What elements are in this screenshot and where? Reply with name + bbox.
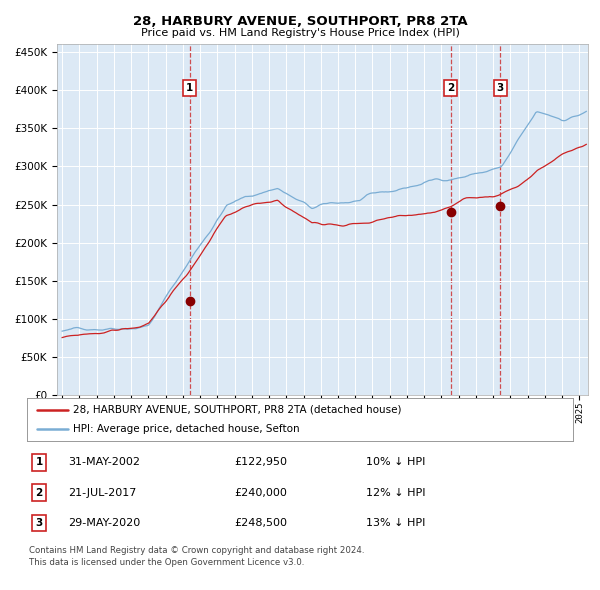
Text: £240,000: £240,000 <box>235 488 287 497</box>
Text: £248,500: £248,500 <box>235 518 287 528</box>
Text: 13% ↓ HPI: 13% ↓ HPI <box>365 518 425 528</box>
Text: £122,950: £122,950 <box>235 457 287 467</box>
Text: 10% ↓ HPI: 10% ↓ HPI <box>365 457 425 467</box>
Text: 28, HARBURY AVENUE, SOUTHPORT, PR8 2TA (detached house): 28, HARBURY AVENUE, SOUTHPORT, PR8 2TA (… <box>73 405 402 415</box>
Text: This data is licensed under the Open Government Licence v3.0.: This data is licensed under the Open Gov… <box>29 558 304 566</box>
Text: 3: 3 <box>497 83 504 93</box>
Text: 28, HARBURY AVENUE, SOUTHPORT, PR8 2TA: 28, HARBURY AVENUE, SOUTHPORT, PR8 2TA <box>133 15 467 28</box>
Text: 1: 1 <box>35 457 43 467</box>
Text: 12% ↓ HPI: 12% ↓ HPI <box>365 488 425 497</box>
Text: Contains HM Land Registry data © Crown copyright and database right 2024.: Contains HM Land Registry data © Crown c… <box>29 546 364 555</box>
Text: 21-JUL-2017: 21-JUL-2017 <box>68 488 136 497</box>
Text: 29-MAY-2020: 29-MAY-2020 <box>68 518 140 528</box>
Text: Price paid vs. HM Land Registry's House Price Index (HPI): Price paid vs. HM Land Registry's House … <box>140 28 460 38</box>
Text: HPI: Average price, detached house, Sefton: HPI: Average price, detached house, Seft… <box>73 424 300 434</box>
Text: 3: 3 <box>35 518 43 528</box>
Text: 1: 1 <box>186 83 194 93</box>
Text: 31-MAY-2002: 31-MAY-2002 <box>68 457 140 467</box>
Text: 2: 2 <box>448 83 455 93</box>
Text: 2: 2 <box>35 488 43 497</box>
